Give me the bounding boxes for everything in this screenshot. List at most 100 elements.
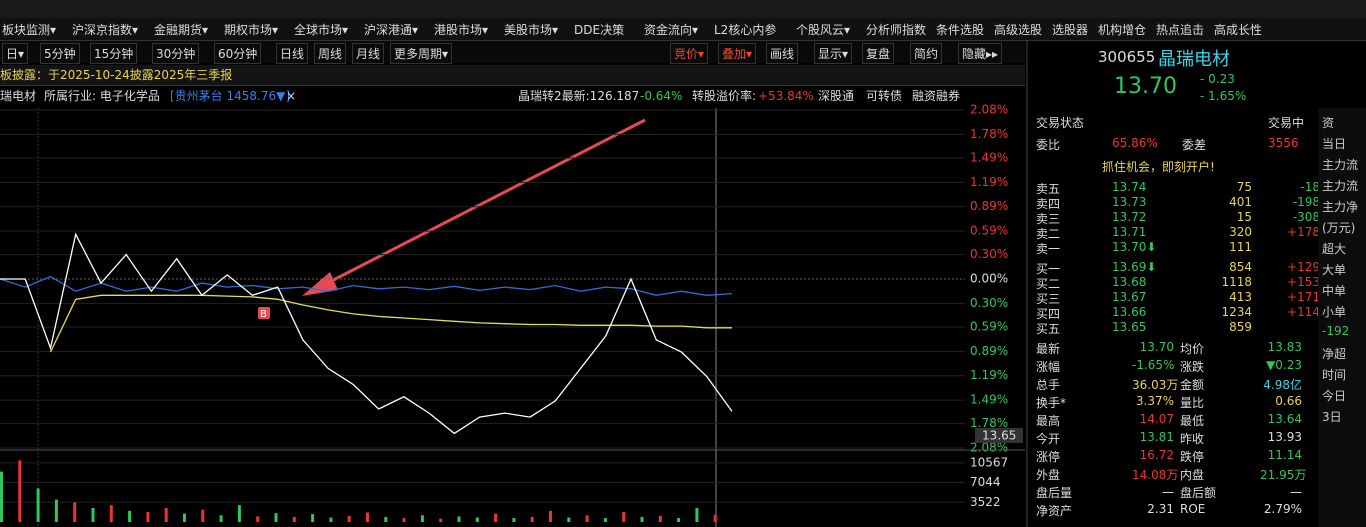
toolbar-button[interactable]: 日线 (276, 43, 309, 64)
y-tick-label: 0.59% (970, 224, 1008, 238)
menu-item[interactable]: 高级选股 (994, 23, 1043, 37)
toolbar-button[interactable]: 月线 (352, 43, 385, 64)
order-book-cell: 13.66 (1112, 305, 1147, 319)
order-book-cell: 75 (1236, 180, 1252, 194)
menu-item[interactable]: 期权市场▾ (224, 23, 279, 37)
toolbar-button[interactable]: 5分钟 (40, 43, 80, 64)
menu-item[interactable]: 板块监测▾ (2, 23, 57, 37)
order-book-cell: 13.72 (1112, 210, 1147, 224)
y-tick-label: 0.89% (970, 199, 1008, 213)
stat-cell: 跌停 (1180, 450, 1205, 464)
toolbar-button[interactable]: 日▾ (2, 43, 29, 64)
info-text: [贵州茅台 1458.76▼] (170, 89, 291, 103)
toolbar-button[interactable]: 复盘 (862, 43, 895, 64)
toolbar-button[interactable]: 竞价▾ (670, 43, 709, 64)
toolbar-button[interactable]: 30分钟 (152, 43, 200, 64)
toolbar-button[interactable]: 隐藏▸▸ (958, 43, 1003, 64)
menu-item[interactable]: 个股风云▾ (796, 23, 851, 37)
menu-item[interactable]: 港股市场▾ (434, 23, 489, 37)
menu-item[interactable]: 金融期货▾ (154, 23, 209, 37)
stat-cell: 净资产 (1036, 504, 1073, 518)
y-tick-label: 1.78% (970, 416, 1008, 430)
toolbar-button[interactable]: 简约 (910, 43, 943, 64)
info-text: 可转债 (866, 89, 903, 103)
order-book-cell: 13.71 (1112, 225, 1147, 239)
volume-bar (622, 511, 626, 522)
volume-bar (237, 505, 241, 522)
menu-item[interactable]: 沪深港通▾ (364, 23, 419, 37)
stat-cell: 一 (1289, 486, 1302, 500)
info-text: 所属行业: 电子化学品 (44, 89, 160, 103)
stat-cell: 2.79% (1263, 502, 1302, 516)
order-book-cell: 买一 (1036, 262, 1061, 276)
stat-cell: 最低 (1180, 414, 1205, 428)
stat-cell: 13.64 (1267, 412, 1302, 426)
change-pct: - 1.65% (1200, 89, 1247, 103)
volume-bar (18, 460, 22, 522)
toolbar-button[interactable]: 周线 (314, 43, 347, 64)
menu-item[interactable]: L2核心内参 (714, 23, 777, 37)
stat-cell: 涨跌 (1180, 360, 1205, 374)
order-book-cell: 111 (1229, 240, 1252, 254)
volume-bar (201, 509, 205, 522)
stat-cell: 盘后量 (1036, 486, 1073, 500)
volume-bar (36, 488, 40, 522)
info-bar: 瑞电材 所属行业: 电子化学品 [贵州茅台 1458.76▼] × 晶瑞转2最新:126… (0, 86, 965, 107)
order-book-cell: 卖二 (1036, 227, 1061, 241)
order-book-cell: 413 (1229, 290, 1252, 304)
volume-bar (73, 502, 77, 522)
volume-bar (457, 516, 461, 522)
menu-item[interactable]: 高成长性 (1214, 23, 1263, 37)
menu-item[interactable]: 条件选股 (936, 23, 985, 37)
promo[interactable]: 抓住机会，即刻开户! (1102, 160, 1215, 174)
y-tick-label: 0.30% (970, 296, 1008, 310)
stat-cell: 13.70 (1139, 340, 1174, 354)
toolbar-button[interactable]: 15分钟 (90, 43, 138, 64)
y-tick-label: 2.08% (970, 103, 1008, 117)
menu-item[interactable]: 机构增仓 (1098, 23, 1147, 37)
toolbar-button[interactable]: 叠加▾ (718, 43, 757, 64)
menu-item[interactable]: 资金流向▾ (644, 23, 699, 37)
volume-bar (91, 508, 95, 522)
stat-cell: 外盘 (1036, 468, 1061, 482)
menu-item[interactable]: DDE决策 (574, 23, 625, 37)
y-tick-label: 0.89% (970, 344, 1008, 358)
order-book-cell: 854 (1229, 260, 1252, 274)
stat-cell: 13.83 (1267, 340, 1302, 354)
volume-bar (0, 471, 3, 522)
volume-bar (494, 513, 498, 522)
arrow (309, 118, 646, 294)
stat-cell: 最新 (1036, 342, 1061, 356)
stat-cell: -1.65% (1132, 358, 1175, 372)
stat-cell: 0.66 (1275, 394, 1302, 408)
volume-bar (329, 517, 333, 522)
menu-item[interactable]: 热点追击 (1156, 23, 1205, 37)
toolbar-button[interactable]: 显示▾ (814, 43, 853, 64)
side-text: 主力净 (1322, 200, 1359, 214)
y-tick-label: 0.30% (970, 247, 1008, 261)
menu-item[interactable]: 美股市场▾ (504, 23, 559, 37)
volume-bar (347, 515, 351, 522)
order-book-cell: 13.67 (1112, 290, 1147, 304)
info-text: 瑞电材 (0, 89, 37, 103)
volume-bar (274, 513, 278, 522)
weibi: 委差 (1182, 138, 1207, 152)
info-text: 深股通 (818, 89, 855, 103)
toolbar-button[interactable]: 画线 (766, 43, 799, 64)
trade-marker: B (260, 309, 267, 320)
volume-bar (677, 518, 681, 522)
volume-bar (420, 515, 424, 522)
stat-cell: ROE (1180, 502, 1206, 516)
stat-cell: 一 (1161, 486, 1174, 500)
toolbar-button[interactable]: 60分钟 (214, 43, 262, 64)
toolbar-button[interactable]: 更多周期▾ (390, 43, 453, 64)
menu-item[interactable]: 沪深京指数▾ (72, 23, 139, 37)
stat-cell: 14.07 (1139, 412, 1174, 426)
info-text: -0.64% (640, 89, 683, 103)
order-book-cell: 13.73 (1112, 195, 1147, 209)
menu-item[interactable]: 选股器 (1052, 23, 1089, 37)
volume-bar (658, 515, 662, 522)
chart: 2.08% 1.78% 1.49% 1.19% 0.89% 0.59% 0.30% 0.00%… (0, 40, 1028, 527)
menu-item[interactable]: 全球市场▾ (294, 23, 349, 37)
menu-item[interactable]: 分析师指数 (866, 23, 927, 37)
